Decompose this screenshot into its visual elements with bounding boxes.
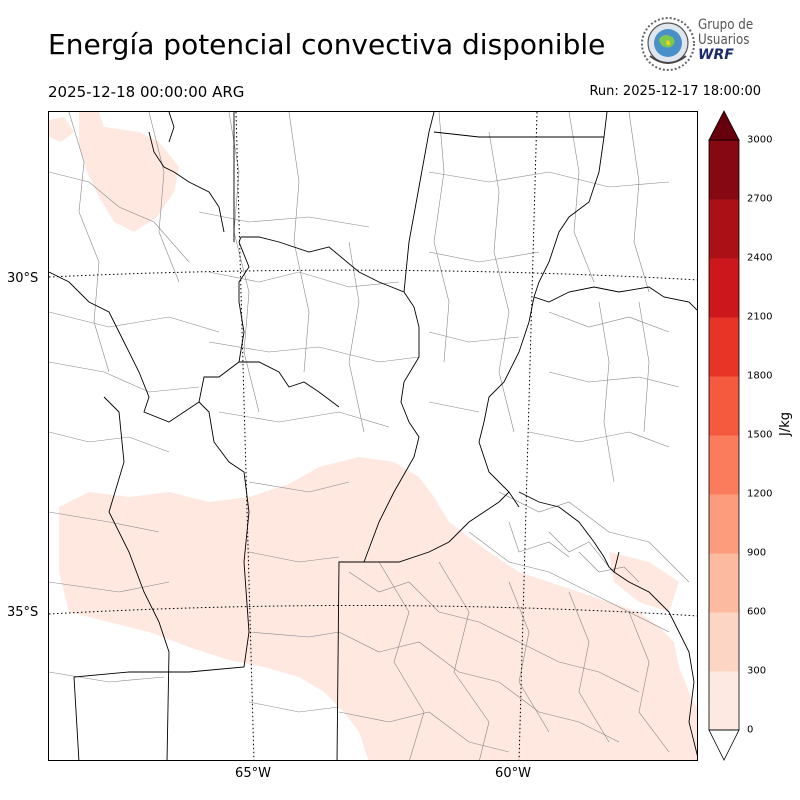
map-panel (48, 111, 698, 761)
colorbar-bin (709, 553, 739, 613)
lon-label-65w: 65°W (235, 766, 271, 781)
cape-area-northwest (79, 112, 179, 232)
wrf-group-logo: Grupo de Usuarios WRF (640, 16, 770, 72)
colorbar-tick-label: 2100 (747, 311, 773, 323)
run-time: Run: 2025-12-17 18:00:00 (589, 84, 761, 99)
cape-patch-small (49, 117, 74, 142)
parallel-30s (49, 269, 697, 281)
colorbar-bin (709, 671, 739, 731)
colorbar-bins (709, 140, 739, 731)
logo-text-line1: Grupo de (698, 17, 754, 33)
colorbar (708, 110, 740, 761)
colorbar-bin (709, 258, 739, 318)
meridian-60w (518, 112, 538, 760)
colorbar-tick-label: 900 (747, 547, 767, 559)
colorbar-tick-label: 2400 (747, 252, 773, 264)
colorbar-tick-label: 3000 (747, 134, 773, 146)
colorbar-tick-label: 1800 (747, 370, 773, 382)
meridian-65w (235, 112, 255, 760)
globe-emblem-icon (641, 17, 695, 71)
colorbar-tick-label: 300 (747, 665, 767, 677)
province-boundaries (49, 112, 697, 760)
parallel-35s (49, 604, 697, 617)
colorbar-bin (709, 494, 739, 554)
colorbar-bin (709, 435, 739, 495)
colorbar-over-triangle (708, 110, 740, 141)
colorbar-unit-label: J/kg (778, 412, 793, 436)
logo-text-line2: Usuarios (698, 32, 750, 48)
colorbar-bin (709, 140, 739, 200)
cape-patch-east (609, 552, 679, 612)
colorbar-bin (709, 317, 739, 377)
lat-label-30s: 30°S (7, 271, 39, 286)
colorbar-bin (709, 199, 739, 259)
cape-area-main (59, 457, 697, 760)
valid-time: 2025-12-18 00:00:00 ARG (48, 83, 245, 101)
colorbar-bin (709, 612, 739, 672)
lat-label-35s: 35°S (7, 605, 39, 620)
department-boundaries (49, 112, 690, 760)
colorbar-tick-label: 0 (747, 724, 754, 736)
colorbar-tick-label: 600 (747, 606, 767, 618)
map-title: Energía potencial convectiva disponible (48, 28, 606, 61)
graticule (49, 112, 697, 760)
lon-label-60w: 60°W (495, 766, 531, 781)
logo-text-line3: WRF (698, 47, 734, 63)
colorbar-tick-label: 1500 (747, 429, 773, 441)
colorbar-bin (709, 376, 739, 436)
colorbar-frame (708, 139, 740, 731)
colorbar-under-triangle (708, 729, 740, 761)
cape-field (49, 112, 697, 760)
colorbar-tick-label: 1200 (747, 488, 773, 500)
colorbar-tick-label: 2700 (747, 193, 773, 205)
map-canvas (49, 112, 697, 760)
